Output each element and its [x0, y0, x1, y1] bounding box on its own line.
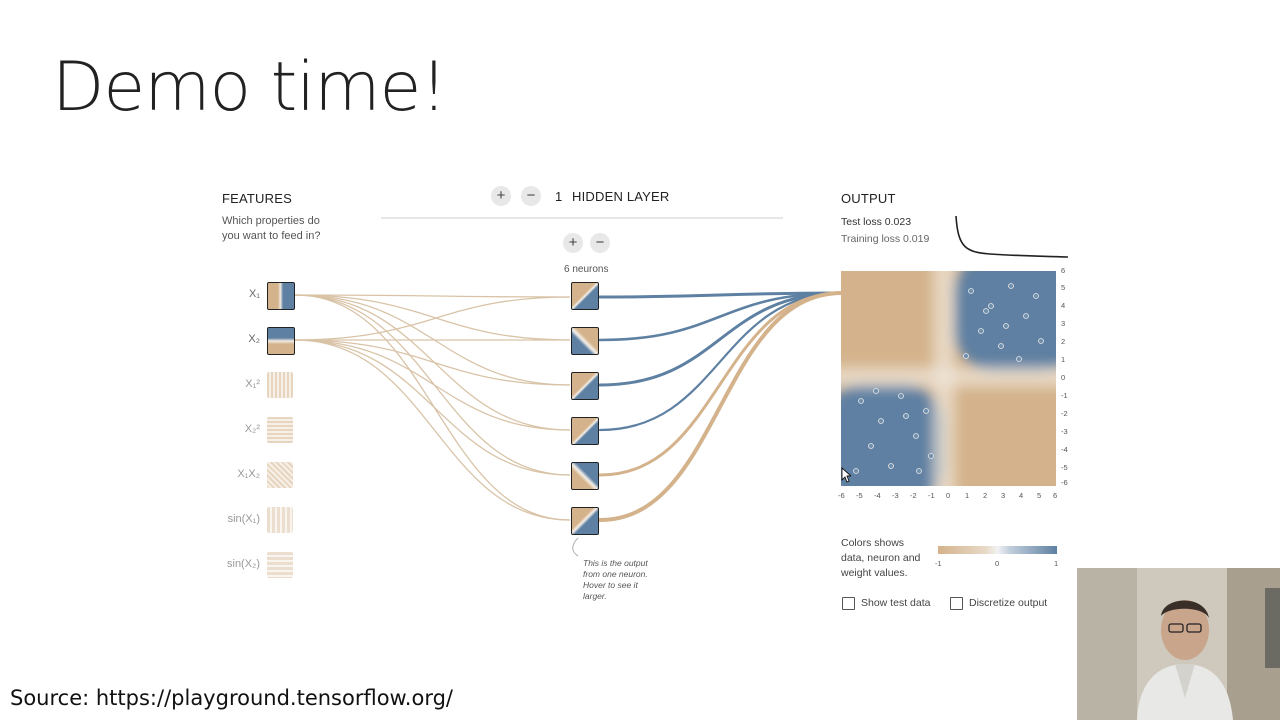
y-tick: 6 [1061, 266, 1066, 275]
feature-label-sin-x2: sin(X₂) [227, 558, 260, 570]
neuron[interactable] [571, 507, 599, 535]
feature-label-x2-squared: X₂² [244, 423, 260, 435]
y-tick: 2 [1061, 337, 1066, 346]
color-scale-max: 1 [1054, 559, 1059, 568]
features-question-line-2: you want to feed in? [222, 230, 321, 242]
output-heatmap [841, 271, 1056, 486]
feature-x2[interactable] [267, 327, 295, 355]
test-loss: Test loss 0.023 [841, 216, 912, 228]
webcam-overlay [1077, 568, 1280, 720]
y-tick: 5 [1061, 283, 1066, 292]
add-layer-button[interactable]: + [491, 186, 511, 206]
feature-x1x2[interactable] [267, 462, 293, 488]
neuron[interactable] [571, 417, 599, 445]
y-tick: 3 [1061, 319, 1066, 328]
training-loss: Training loss 0.019 [841, 233, 930, 245]
y-tick: -1 [1061, 391, 1068, 400]
neuron[interactable] [571, 282, 599, 310]
presenter-video [1077, 568, 1280, 720]
x-tick: 1 [965, 491, 970, 500]
add-neuron-button[interactable]: + [563, 233, 583, 253]
neuron-note-line-3: Hover to see it [583, 580, 638, 590]
feature-x1-squared[interactable] [267, 372, 293, 398]
legend-line-2: data, neuron and [841, 552, 921, 564]
legend-line-1: Colors shows [841, 537, 905, 549]
hidden-layer-label: HIDDEN LAYER [572, 189, 670, 204]
hidden-layer-count: 1 [555, 189, 563, 204]
slide-title: Demo time! [52, 48, 448, 127]
feature-label-sin-x1: sin(X₁) [227, 513, 260, 525]
neuron[interactable] [571, 327, 599, 355]
legend-line-3: weight values. [841, 567, 908, 579]
y-axis-ticks: 6 5 4 3 2 1 0 -1 -2 -3 -4 -5 -6 [1061, 266, 1075, 488]
neurons-count-label: 6 neurons [564, 264, 609, 275]
loss-curve [955, 215, 1069, 258]
feature-label-x2: X₂ [248, 333, 260, 345]
feature-x2-squared[interactable] [267, 417, 293, 443]
x-tick: 0 [946, 491, 951, 500]
neuron[interactable] [571, 372, 599, 400]
features-question: Which properties do you want to feed in? [222, 214, 320, 244]
x-axis-ticks: -6 -5 -4 -3 -2 -1 0 1 2 3 4 5 6 [838, 491, 1063, 503]
features-question-line-1: Which properties do [222, 215, 320, 227]
note-pointer [572, 537, 579, 557]
x-tick: -2 [910, 491, 917, 500]
discretize-output-label[interactable]: Discretize output [969, 597, 1048, 609]
x-tick: 5 [1037, 491, 1042, 500]
y-tick: -4 [1061, 445, 1068, 454]
y-tick: 0 [1061, 373, 1066, 382]
neuron-note-line-1: This is the output [583, 558, 648, 568]
mouse-cursor-icon [841, 467, 851, 483]
x-tick: -4 [874, 491, 881, 500]
feature-x1[interactable] [267, 282, 295, 310]
feature-label-x1x2: X₁X₂ [237, 468, 260, 480]
y-tick: -5 [1061, 463, 1068, 472]
x-tick: 3 [1001, 491, 1006, 500]
feature-sin-x1[interactable] [267, 507, 293, 533]
output-header: OUTPUT [841, 191, 896, 206]
source-caption: Source: https://playground.tensorflow.or… [10, 686, 453, 710]
color-legend-text: Colors shows data, neuron and weight val… [841, 536, 920, 581]
feature-label-x1-squared: X₁² [245, 378, 260, 390]
color-scale-min: -1 [935, 559, 942, 568]
remove-neuron-button[interactable]: − [590, 233, 610, 253]
y-tick: -2 [1061, 409, 1068, 418]
color-scale-bar [938, 546, 1057, 554]
y-tick: -3 [1061, 427, 1068, 436]
x-tick: -6 [838, 491, 845, 500]
y-tick: -6 [1061, 478, 1068, 487]
features-header: FEATURES [222, 191, 292, 206]
y-tick: 4 [1061, 301, 1066, 310]
y-tick: 1 [1061, 355, 1066, 364]
feature-label-x1: X₁ [248, 288, 260, 300]
discretize-output-checkbox[interactable] [950, 597, 963, 610]
x-tick: -3 [892, 491, 899, 500]
x-tick: 4 [1019, 491, 1024, 500]
show-test-data-checkbox[interactable] [842, 597, 855, 610]
feature-sin-x2[interactable] [267, 552, 293, 578]
neuron-note-line-2: from one neuron. [583, 569, 648, 579]
color-scale-mid: 0 [995, 559, 1000, 568]
neuron-note: This is the output from one neuron. Hove… [583, 558, 663, 602]
x-tick: -5 [856, 491, 863, 500]
remove-layer-button[interactable]: − [521, 186, 541, 206]
x-tick: 2 [983, 491, 988, 500]
neuron-note-line-4: larger. [583, 591, 607, 601]
show-test-data-label[interactable]: Show test data [861, 597, 931, 609]
neuron[interactable] [571, 462, 599, 490]
x-tick: 6 [1053, 491, 1058, 500]
x-tick: -1 [928, 491, 935, 500]
